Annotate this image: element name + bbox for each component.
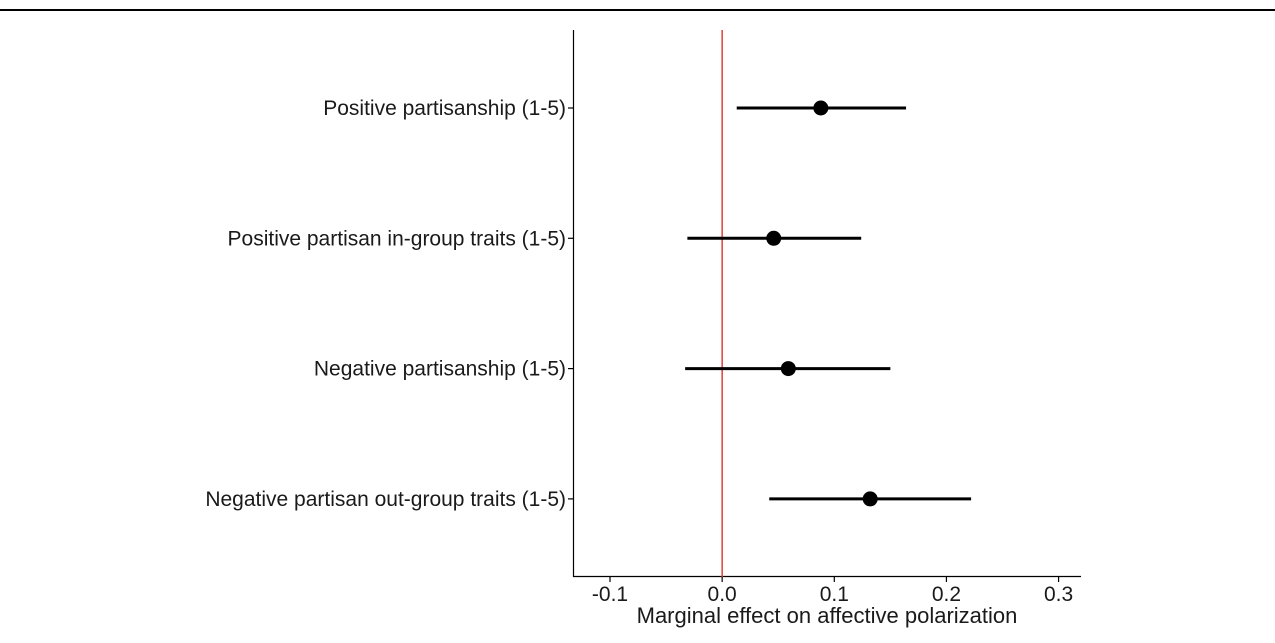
x-axis-title: Marginal effect on affective polarizatio… [637, 603, 1018, 628]
point-estimate [813, 100, 829, 116]
top-rule [0, 9, 1275, 11]
y-category-label: Positive partisanship (1-5) [323, 97, 566, 120]
point-estimate [766, 230, 782, 246]
y-category-label: Negative partisanship (1-5) [314, 358, 566, 381]
y-category-label: Positive partisan in-group traits (1-5) [228, 227, 566, 250]
x-tick-label: -0.1 [592, 583, 628, 606]
x-tick-label: 0.0 [708, 583, 737, 606]
y-category-label: Negative partisan out-group traits (1-5) [205, 488, 566, 511]
x-tick-label: 0.1 [820, 583, 849, 606]
x-tick-label: 0.2 [932, 583, 961, 606]
point-estimate [780, 361, 796, 377]
x-tick-label: 0.3 [1044, 583, 1073, 606]
point-estimate [862, 491, 878, 507]
